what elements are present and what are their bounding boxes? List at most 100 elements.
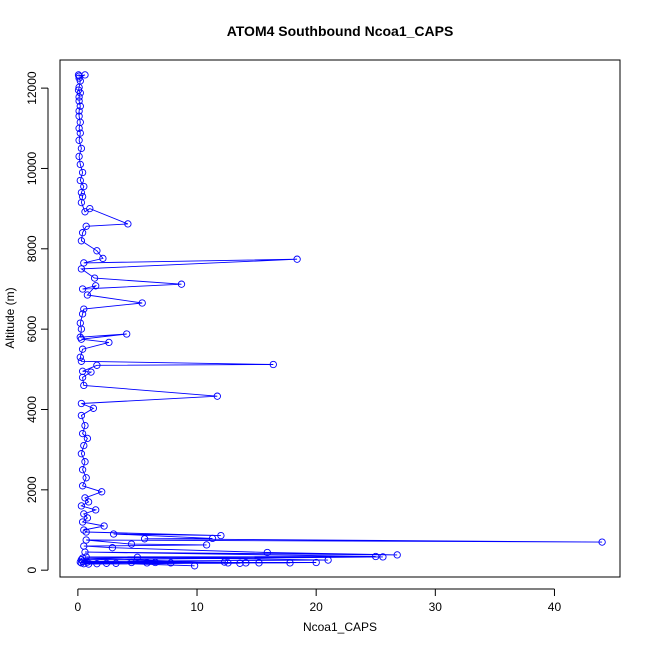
data-point <box>75 107 83 115</box>
data-point <box>84 498 93 506</box>
y-tick-label: 12000 <box>25 71 39 105</box>
data-point <box>77 450 86 458</box>
y-axis-label: Altitude (m) <box>3 287 17 348</box>
data-point <box>77 237 86 245</box>
data-point <box>127 540 136 548</box>
data-point <box>78 229 87 237</box>
data-point <box>89 404 98 412</box>
data-point <box>108 544 117 552</box>
data-point <box>133 553 142 561</box>
data-point <box>78 373 87 382</box>
y-tick-label: 2000 <box>25 476 39 503</box>
data-point <box>77 411 86 420</box>
data-point <box>90 274 99 282</box>
data-point <box>100 522 108 530</box>
data-point <box>77 325 86 333</box>
y-tick-label: 10000 <box>25 151 39 185</box>
data-point <box>76 129 84 137</box>
data-point <box>77 188 86 197</box>
data-point <box>78 345 87 353</box>
data-point <box>75 124 83 132</box>
data-point <box>127 558 136 567</box>
data-point <box>217 531 225 540</box>
data-point <box>143 559 151 567</box>
data-point <box>83 434 92 443</box>
data-point <box>82 536 90 544</box>
data-point <box>80 182 88 191</box>
data-point <box>213 392 221 400</box>
axes-layer: 0 10 20 30 40 0 2000 4000 6000 8000 10000 12000 <box>25 71 561 614</box>
data-point <box>81 548 89 556</box>
data-point <box>75 152 83 161</box>
data-point <box>112 559 120 567</box>
data-point <box>78 482 87 490</box>
data-point <box>80 441 88 450</box>
data-point <box>76 333 84 341</box>
data-point <box>151 558 159 567</box>
data-point <box>190 562 199 570</box>
data-point <box>269 360 277 369</box>
data-point <box>84 560 93 568</box>
data-point <box>76 89 84 97</box>
x-tick-label: 30 <box>429 600 443 614</box>
data-point <box>82 474 90 482</box>
data-point <box>83 558 92 566</box>
data-point <box>78 518 87 526</box>
data-point <box>92 282 100 290</box>
chart-title: ATOM4 Southbound Ncoa1_CAPS <box>227 23 454 39</box>
data-point <box>80 305 88 313</box>
data-point <box>293 255 301 263</box>
x-tick-label: 40 <box>548 600 562 614</box>
data-point <box>220 558 229 566</box>
data-point <box>77 502 86 510</box>
data-point <box>76 558 84 566</box>
data-point <box>75 83 83 91</box>
data-point <box>93 247 101 255</box>
data-point <box>80 510 88 518</box>
data-point <box>77 335 86 343</box>
data-point <box>80 381 88 390</box>
data-point <box>324 556 332 564</box>
data-point <box>286 559 294 567</box>
data-point <box>76 353 84 361</box>
data-point <box>87 368 95 376</box>
data-point <box>124 220 132 228</box>
data-point <box>78 466 87 474</box>
data-series-layer <box>74 71 606 570</box>
data-point <box>140 535 149 543</box>
data-point <box>81 458 89 466</box>
data-point <box>167 559 175 567</box>
data-point <box>81 494 89 502</box>
series-line <box>78 74 603 567</box>
data-point <box>86 204 94 213</box>
x-axis-label: Ncoa1_CAPS <box>303 620 377 634</box>
data-point <box>99 254 107 263</box>
data-point <box>78 168 87 177</box>
data-point <box>78 429 87 438</box>
data-point <box>80 526 88 534</box>
data-point <box>598 538 606 546</box>
data-point <box>76 102 84 110</box>
data-point <box>77 399 86 408</box>
data-point <box>75 93 83 101</box>
y-tick-label: 6000 <box>25 315 39 342</box>
data-point <box>75 97 83 105</box>
data-point <box>105 338 113 347</box>
data-point <box>76 160 84 169</box>
y-tick-label: 4000 <box>25 396 39 423</box>
data-point <box>92 506 100 514</box>
data-point <box>263 548 271 557</box>
data-point <box>93 361 101 369</box>
data-point <box>78 310 87 318</box>
data-point <box>393 551 401 559</box>
data-point <box>75 136 83 144</box>
x-tick-label: 20 <box>309 600 323 614</box>
data-point <box>77 198 86 207</box>
data-point <box>77 265 86 273</box>
x-tick-label: 0 <box>75 600 82 614</box>
data-point <box>77 144 86 153</box>
y-tick-label: 8000 <box>25 235 39 262</box>
data-point <box>379 553 387 561</box>
data-point <box>208 534 217 543</box>
